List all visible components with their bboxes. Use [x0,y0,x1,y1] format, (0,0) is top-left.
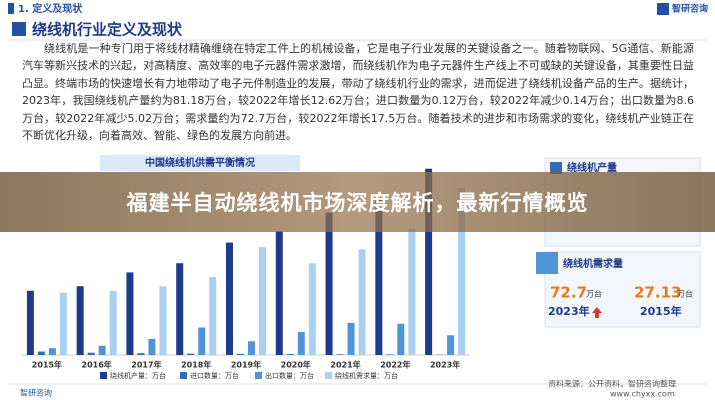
bar [308,263,316,355]
logo-text: 智研咨询 [672,3,708,15]
x-tick-label: 2023年 [430,360,460,370]
bar [209,277,217,355]
bar [87,352,95,355]
legend-label: 出口数量：万台 [265,371,314,380]
section-marker [8,3,14,14]
bar [358,249,366,355]
footer-source: 资料来源：公开资料，智研咨询整理 [548,379,676,389]
footer-brand: 智研咨询 [20,388,52,398]
bar [297,332,305,355]
bar [375,197,383,355]
bar [447,335,455,355]
bar [48,348,56,355]
chart-title: 中国绕线机供需平衡情况 [145,156,255,169]
panel-title: 绕线机产量 [567,161,617,174]
x-tick-label: 2019年 [231,360,261,370]
x-tick-label: 2015年 [32,360,62,370]
banner: 福建半自动绕线机市场深度解析，最新行情概览 [0,172,715,232]
bar [237,353,244,355]
bar [126,272,134,355]
panel-value: 27.13 [634,284,681,302]
legend-label: 绕线机需求量：万台 [335,371,398,380]
bar [336,354,344,355]
panel [544,251,701,328]
panel-year: 2023年 [548,304,590,318]
bar [137,353,145,355]
footer-url: www.chyxx.com [610,390,675,399]
panel-icon [550,162,562,174]
bar [159,286,167,355]
bar [198,327,206,355]
legend-swatch [255,372,262,379]
bar [148,338,156,355]
bar [248,341,255,355]
bar [59,292,67,355]
x-tick-label: 2021年 [330,360,360,370]
bar [386,354,394,355]
x-tick-label: 2017年 [131,360,161,370]
bar [176,263,184,355]
bar [397,323,405,355]
legend-swatch [325,372,332,379]
header-title: 绕线机行业定义及现状 [32,21,183,39]
bar [226,242,233,355]
bar [425,168,433,355]
up-arrow [592,307,602,318]
x-tick-label: 2022年 [380,360,410,370]
legend-swatch [100,372,107,379]
bar [37,351,45,355]
bar [458,188,466,355]
panel-unit: 万台 [677,289,693,299]
bar [275,231,283,355]
bar [98,345,106,355]
title-icon [12,22,26,36]
x-tick-label: 2016年 [82,360,112,370]
section-label: 1. 定义及现状 [18,2,83,15]
bar [347,322,355,355]
legend-label: 进口数量：万台 [190,371,239,380]
x-tick-label: 2020年 [281,360,311,370]
bar [26,290,34,355]
paragraph: 绕线机是一种专门用于将线材精确缠绕在特定工件上的机械设备，它是电子行业发展的关键… [22,42,694,143]
bar [259,247,266,355]
logo-icon [657,3,669,15]
chart-title-bg [100,155,300,171]
bar [109,290,117,355]
legend-swatch [180,372,187,379]
panel-year: 2015年 [640,304,682,318]
bar [76,286,84,355]
panel-icon [536,252,558,274]
bar [325,212,333,355]
bar [408,228,416,355]
panel-unit: 万台 [586,289,602,299]
legend-label: 绕线机产量：万台 [110,371,166,380]
panel-title: 绕线机需求量 [563,257,623,270]
x-tick-label: 2018年 [181,360,211,370]
bar [286,354,294,355]
panel-value: 72.7 [550,284,587,302]
bar [187,353,195,355]
